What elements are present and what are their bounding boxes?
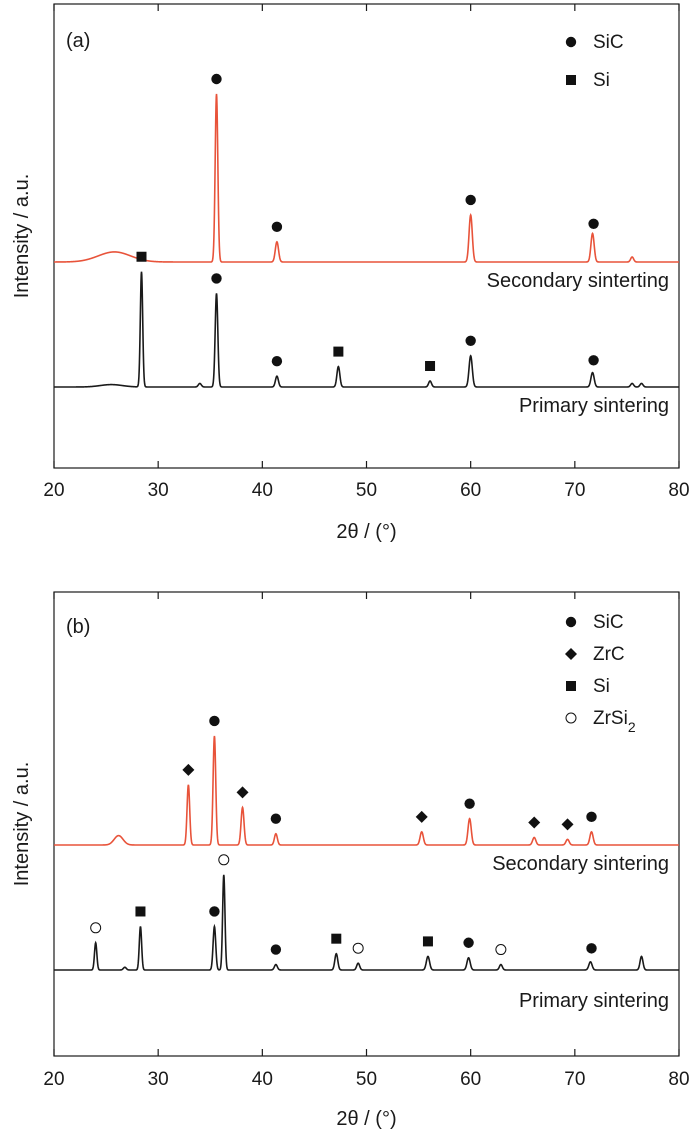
x-tick-label: 80 (668, 1069, 689, 1090)
legend-marker (565, 616, 577, 628)
legend-label: ZrC (593, 644, 625, 665)
legend-marker (565, 648, 577, 660)
x-tick-label: 60 (460, 480, 481, 501)
peak-marker-sic (211, 273, 222, 284)
x-tick-label: 50 (356, 1069, 377, 1090)
x-tick-label: 30 (148, 480, 169, 501)
peak-marker-zrsi2 (352, 942, 364, 954)
x-tick-label: 20 (43, 480, 64, 501)
legend-label: SiC (593, 32, 624, 53)
peak-marker-zrc (236, 786, 249, 799)
peak-marker-sic (465, 335, 476, 346)
peak-marker-sic (586, 943, 597, 954)
series-label: Secondary sintering (492, 853, 669, 875)
peak-marker-zrsi2 (218, 854, 230, 866)
peak-marker-si (425, 361, 436, 371)
series-label: Primary sintering (519, 395, 669, 417)
peak-marker-si (422, 936, 433, 947)
peak-marker-sic (271, 356, 283, 367)
y-axis-title: Intensity / a.u. (11, 762, 33, 887)
pattern-line-secondary (54, 93, 679, 263)
legend-marker (566, 681, 576, 691)
pattern-line-secondary (54, 735, 679, 846)
peak-marker-sic (464, 798, 475, 809)
x-tick-label: 40 (252, 480, 273, 501)
x-tick-label: 30 (148, 1069, 169, 1090)
legend-label: Si (593, 70, 610, 91)
peak-marker-sic (211, 73, 222, 85)
peak-marker-sic (586, 811, 597, 823)
peak-marker-sic (588, 355, 599, 366)
x-tick-label: 50 (356, 480, 377, 501)
pattern-line-primary (54, 874, 679, 971)
x-axis-title: 2θ / (°) (336, 521, 396, 543)
xrd-panel-b: 20 30 40 50 60 70 80 2θ / (°) Intensity / a.u. (b… (11, 591, 690, 1130)
x-tick-label: 70 (564, 1069, 585, 1090)
panel-label: (a) (66, 30, 90, 52)
legend-label: SiC (593, 612, 624, 633)
legend-marker (565, 36, 577, 48)
peak-marker-zrc (561, 818, 574, 831)
peak-marker-zrc (182, 763, 195, 776)
peak-marker-sic (209, 906, 220, 917)
peak-marker-zrc (528, 816, 541, 829)
legend-label: Si (593, 676, 610, 697)
panel-label: (b) (66, 616, 90, 638)
series-label: Primary sintering (519, 990, 669, 1012)
peak-marker-si (136, 251, 147, 262)
peak-marker-sic (270, 944, 282, 955)
peak-marker-zrsi2 (495, 944, 507, 956)
x-tick-label: 60 (460, 1069, 481, 1090)
y-axis-title: Intensity / a.u. (11, 174, 33, 299)
peak-marker-sic (270, 813, 282, 824)
x-tick-label: 80 (668, 480, 689, 501)
peak-marker-si (333, 346, 344, 357)
peak-marker-sic (588, 218, 599, 229)
xrd-panel-a: 20 30 40 50 60 70 80 2θ / (°) Intensity / a.u. (a… (11, 3, 690, 543)
x-tick-label: 40 (252, 1069, 273, 1090)
peak-marker-zrsi2 (90, 922, 102, 934)
peak-marker-zrc (415, 810, 428, 823)
x-tick-label: 20 (43, 1069, 64, 1090)
peak-marker-si (331, 933, 342, 944)
peak-marker-sic (271, 221, 283, 233)
peak-marker-sic (209, 715, 220, 727)
peak-marker-si (135, 906, 146, 917)
x-axis-title: 2θ / (°) (336, 1108, 396, 1130)
peak-marker-sic (463, 937, 474, 948)
x-tick-label: 70 (564, 480, 585, 501)
legend-marker (565, 712, 577, 724)
peak-marker-sic (465, 194, 476, 206)
series-label: Secondary sinterting (487, 270, 669, 292)
legend-marker (566, 75, 576, 85)
legend-label: ZrSi2 (593, 708, 636, 735)
plot-frame (53, 591, 680, 1057)
pattern-line-primary (54, 271, 679, 388)
